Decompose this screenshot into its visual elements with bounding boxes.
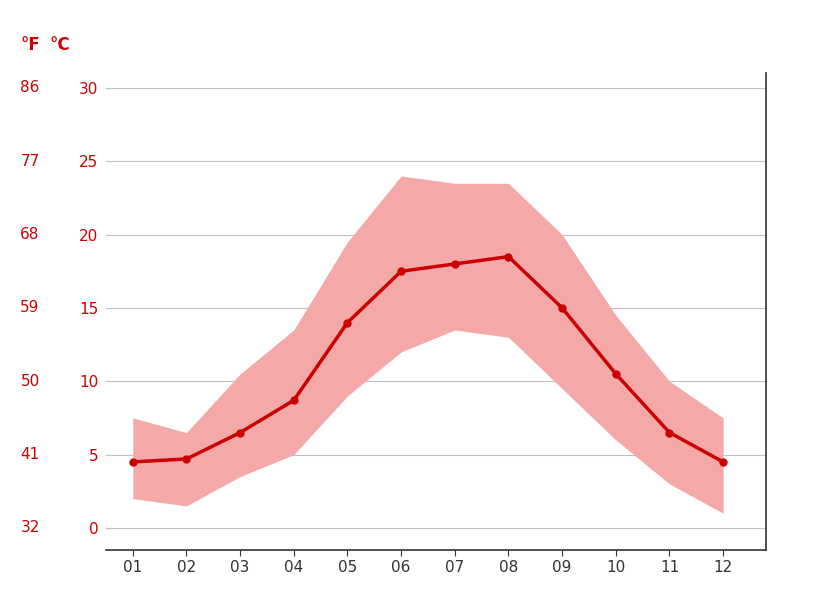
Text: 41: 41 (20, 447, 40, 462)
Text: 50: 50 (20, 374, 40, 389)
Text: 86: 86 (20, 81, 40, 95)
Text: °F: °F (20, 36, 40, 54)
Text: 59: 59 (20, 301, 40, 315)
Text: °C: °C (50, 36, 70, 54)
Text: 68: 68 (20, 227, 40, 242)
Text: 77: 77 (20, 154, 40, 169)
Text: 32: 32 (20, 521, 40, 535)
